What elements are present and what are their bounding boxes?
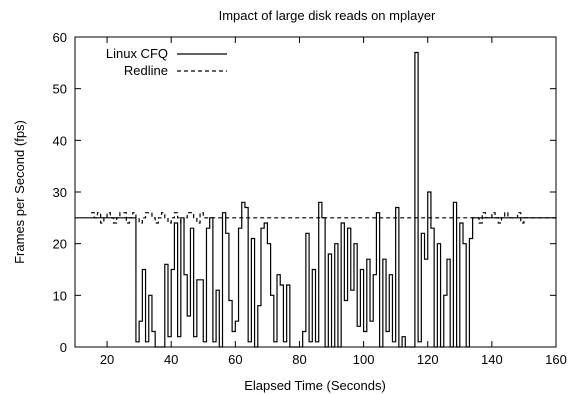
x-tick-label: 80	[292, 352, 306, 367]
x-tick-label: 160	[545, 352, 567, 367]
x-axis-title: Elapsed Time (Seconds)	[244, 378, 386, 393]
y-tick-label: 0	[60, 340, 67, 355]
chart-title: Impact of large disk reads on mplayer	[219, 8, 436, 23]
y-tick-label: 50	[53, 82, 67, 97]
x-axis-ticks: 20 40 60 80 100 120 140 160	[100, 37, 567, 367]
y-tick-label: 40	[53, 133, 67, 148]
y-tick-label: 30	[53, 185, 67, 200]
x-tick-label: 40	[164, 352, 178, 367]
x-tick-label: 60	[228, 352, 242, 367]
y-axis-ticks: 0 10 20 30 40 50 60	[53, 30, 556, 355]
legend: Linux CFQ Redline	[106, 46, 227, 78]
series-layer	[75, 51, 556, 348]
x-tick-label: 100	[353, 352, 375, 367]
y-tick-label: 60	[53, 30, 67, 45]
series-line-redline	[91, 212, 556, 224]
x-tick-label: 120	[417, 352, 439, 367]
y-tick-label: 20	[53, 237, 67, 252]
y-tick-label: 10	[53, 288, 67, 303]
series-line-linux-cfq	[75, 51, 556, 348]
y-axis-title: Frames per Second (fps)	[12, 120, 27, 264]
x-tick-label: 140	[481, 352, 503, 367]
legend-label: Linux CFQ	[106, 46, 168, 61]
x-tick-label: 20	[100, 352, 114, 367]
legend-label: Redline	[124, 63, 168, 78]
